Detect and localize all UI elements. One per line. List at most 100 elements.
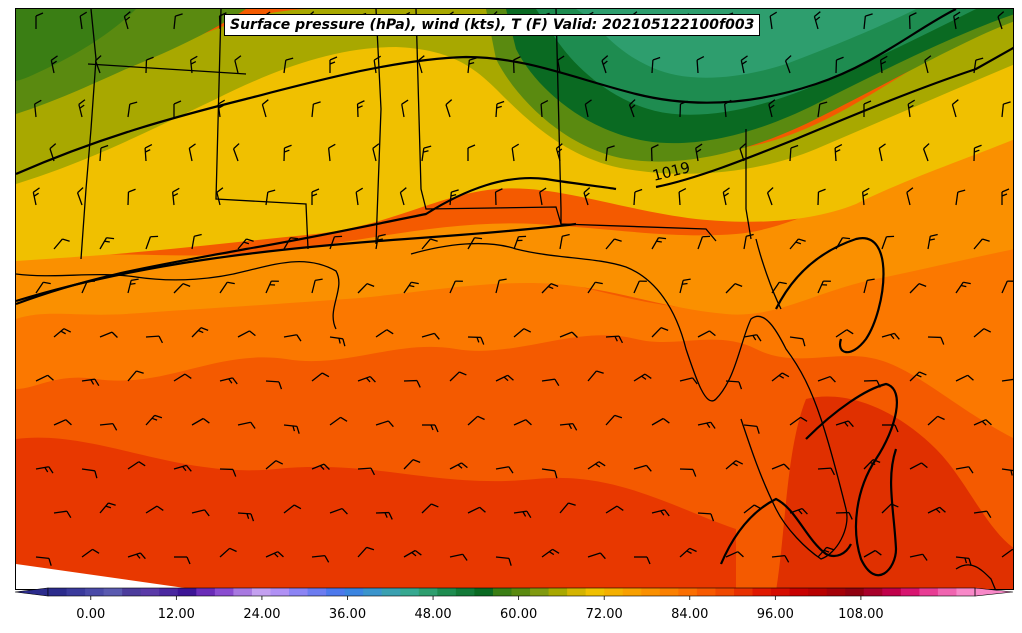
colorbar-swatch [622, 588, 642, 596]
wind-barb [401, 99, 409, 118]
wind-barb [191, 327, 209, 338]
wind-barb [283, 334, 302, 342]
wind-barb [789, 416, 808, 426]
wind-barb [835, 329, 854, 338]
colorbar-swatch [437, 588, 457, 596]
colorbar-swatch [937, 588, 957, 596]
colorbar-swatch [659, 588, 679, 596]
wind-barb [584, 99, 592, 118]
wind-barb [633, 280, 647, 294]
wind-barb [421, 503, 439, 514]
colorbar-swatch [122, 588, 142, 596]
colorbar-extend-low [14, 587, 49, 597]
map-title: Surface pressure (hPa), wind (kts), T (F… [224, 14, 761, 36]
wind-barb [909, 553, 928, 561]
wind-barb [372, 143, 380, 162]
wind-barb [417, 55, 425, 74]
wind-barb [771, 281, 787, 294]
wind-barb [50, 55, 58, 74]
wind-barb [973, 510, 992, 519]
wind-barb [283, 504, 302, 514]
wind-barb [679, 377, 698, 385]
colorbar-swatch [678, 588, 698, 596]
wind-barb [651, 327, 669, 338]
wind-barb [909, 462, 928, 470]
wind-barb [237, 330, 256, 338]
wind-barb [191, 417, 210, 426]
isobars [16, 9, 1013, 577]
colorbar-swatch [270, 588, 290, 596]
colorbar-tick-label: 60.00 [500, 607, 538, 622]
wind-barb [817, 546, 835, 558]
colorbar-swatch [789, 588, 809, 596]
wind-barb [633, 188, 643, 206]
wind-barb [283, 237, 299, 250]
colorbar-swatch [307, 588, 327, 596]
wind-barb [189, 55, 198, 74]
wind-barb [695, 143, 703, 162]
wind-barb [237, 512, 255, 522]
wind-barb [145, 235, 159, 250]
wind-barb [907, 99, 916, 118]
wind-barb [261, 99, 269, 118]
wind-barb [817, 280, 831, 294]
wind-barb [973, 57, 984, 74]
colorbar-swatch [289, 588, 309, 596]
wind-barb [494, 188, 503, 206]
colorbar-swatch [900, 588, 920, 596]
wind-barb [697, 330, 716, 338]
wind-barb [81, 378, 100, 387]
colorbar-swatch [66, 588, 86, 596]
wind-barb [127, 188, 136, 206]
wind-barb [559, 331, 578, 338]
wind-barb [311, 554, 330, 563]
wind-barb [955, 374, 974, 382]
wind-barb [951, 99, 959, 118]
wind-barb [145, 414, 163, 426]
wind-barb [541, 378, 560, 387]
wind-barb [449, 189, 459, 206]
wind-barb [651, 56, 661, 74]
wind-barb [927, 233, 938, 250]
wind-barb [725, 460, 744, 470]
wind-barb [881, 503, 899, 514]
wind-barb [356, 100, 365, 118]
wind-barb [789, 144, 799, 162]
colorbar [14, 587, 1014, 600]
wind-barb [35, 466, 54, 474]
wind-barb [512, 56, 521, 74]
wind-barb [145, 335, 164, 344]
wind-barb [1001, 188, 1010, 205]
wind-barb [878, 143, 886, 162]
wind-barb [539, 187, 547, 206]
wind-barb [587, 552, 606, 560]
wind-barb [863, 13, 873, 30]
wind-barb [541, 468, 558, 479]
colorbar-swatch [196, 588, 216, 596]
wind-barb [329, 416, 348, 426]
wind-barb [219, 377, 238, 385]
wind-barb [771, 372, 790, 382]
wind-barb [817, 188, 826, 206]
wind-barb [769, 11, 778, 30]
wind-barb [511, 143, 520, 162]
wind-barb [232, 143, 240, 162]
wind-barb [679, 100, 688, 118]
colorbar-swatch [733, 588, 754, 596]
wind-barb [375, 511, 393, 520]
wind-barb [697, 235, 711, 250]
colorbar-swatch [140, 588, 160, 596]
wind-barb [725, 283, 743, 294]
wind-barb [373, 55, 382, 74]
wind-barb [725, 551, 744, 558]
colorbar-swatch [956, 588, 976, 596]
temperature-map: 1019 [16, 9, 1013, 589]
wind-barb [78, 99, 86, 118]
wind-barb [403, 379, 421, 388]
wind-barb [697, 421, 716, 429]
wind-barb [863, 278, 875, 294]
wind-barb [679, 547, 697, 558]
wind-barb [955, 466, 974, 474]
colorbar-swatch [251, 588, 271, 596]
wind-barb [421, 238, 438, 250]
